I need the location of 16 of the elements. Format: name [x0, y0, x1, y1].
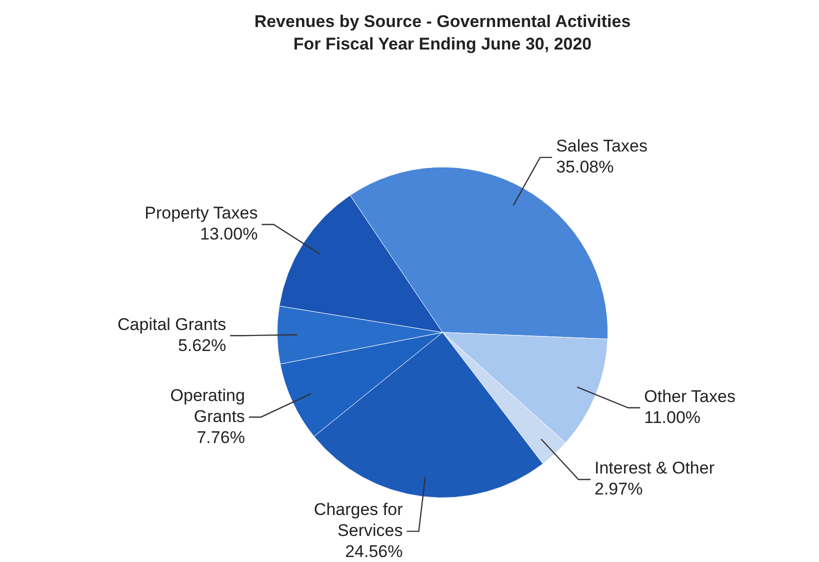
chart-title: Revenues by Source - Governmental Activities	[254, 12, 631, 31]
data-label: 13.00%	[200, 224, 258, 244]
data-label: 7.76%	[196, 428, 245, 447]
slice-label: Interest & Other	[594, 458, 715, 478]
data-label: 5.62%	[178, 336, 226, 355]
data-label: 2.97%	[594, 480, 643, 499]
data-label: 35.08%	[556, 158, 614, 177]
data-label: 24.56%	[345, 542, 403, 562]
slice-label: Other Taxes	[644, 386, 736, 406]
slice-label: Property Taxes	[144, 204, 258, 223]
slice-label: Sales Taxes	[556, 136, 648, 156]
slice-label: Capital Grants	[118, 314, 226, 334]
chart-subtitle: For Fiscal Year Ending June 30, 2020	[293, 34, 592, 54]
slice-label: Charges for Services	[314, 500, 404, 540]
slice-label: Operating Grants	[170, 386, 245, 426]
data-label: 11.00%	[644, 408, 701, 427]
